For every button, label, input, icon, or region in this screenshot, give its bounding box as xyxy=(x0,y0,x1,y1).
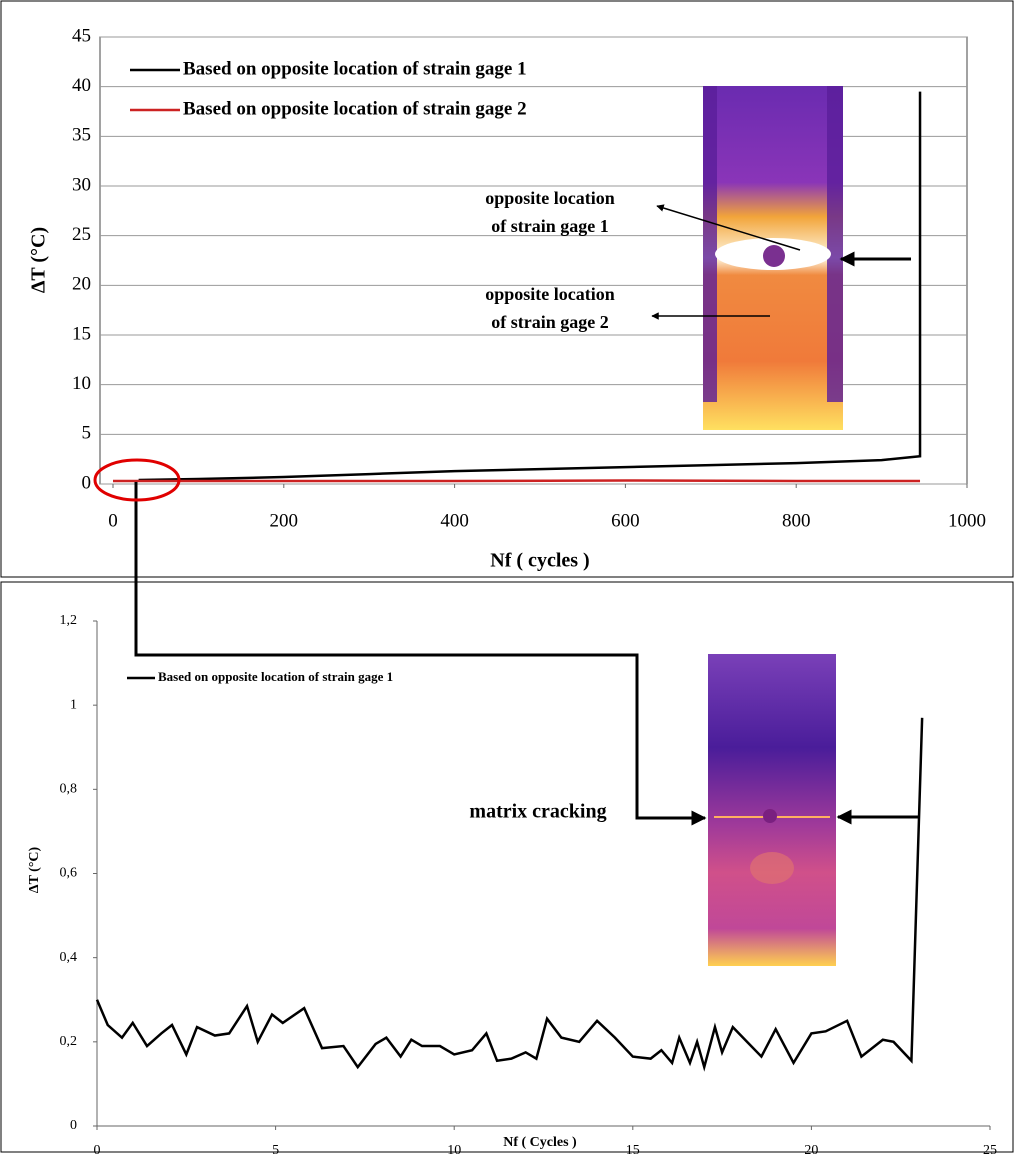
x-tick-label: 15 xyxy=(626,1143,640,1154)
hole xyxy=(763,245,785,267)
arrow xyxy=(656,204,801,251)
legend-label: Based on opposite location of strain gag… xyxy=(183,98,527,119)
highlight-ellipse xyxy=(93,458,181,502)
x-tick-label: 800 xyxy=(782,510,811,531)
y-tick-label: 0,6 xyxy=(60,866,78,881)
annotation: opposite location xyxy=(485,284,615,304)
y-axis-label: ΔT (°C) xyxy=(28,227,50,293)
y-tick-label: 30 xyxy=(72,174,91,195)
x-tick-label: 0 xyxy=(94,1143,101,1154)
y-tick-label: 1 xyxy=(70,697,77,712)
x-axis-label: Nf ( Cycles ) xyxy=(503,1135,577,1150)
legend-label: Based on opposite location of strain gag… xyxy=(158,669,393,684)
panel-frame xyxy=(0,581,1014,1153)
y-tick-label: 35 xyxy=(72,125,91,146)
y-tick-label: 25 xyxy=(72,224,91,245)
annotation: of strain gage 1 xyxy=(491,216,608,236)
y-tick-label: 0,8 xyxy=(60,782,78,797)
y-tick-label: 0,2 xyxy=(60,1034,78,1049)
panel-frame xyxy=(0,0,1014,578)
image-edge xyxy=(703,86,717,402)
annotation: opposite location xyxy=(485,188,615,208)
annotation: matrix cracking xyxy=(469,801,606,823)
legend-label: Based on opposite location of strain gag… xyxy=(183,58,527,79)
y-tick-label: 10 xyxy=(72,373,91,394)
thermal-images xyxy=(703,86,843,966)
y-tick-label: 0 xyxy=(70,1118,77,1133)
x-tick-label: 200 xyxy=(270,510,299,531)
x-tick-label: 1000 xyxy=(948,510,986,531)
series-line xyxy=(138,91,922,482)
x-tick-label: 25 xyxy=(983,1143,997,1154)
series-line xyxy=(95,717,924,1072)
x-tick-label: 10 xyxy=(447,1143,461,1154)
x-tick-label: 600 xyxy=(611,510,640,531)
annotation: of strain gage 2 xyxy=(491,312,608,332)
y-tick-label: 45 xyxy=(72,25,91,46)
annotation-lines xyxy=(93,204,920,826)
hole xyxy=(763,809,777,823)
x-axis-label: Nf ( cycles ) xyxy=(490,550,589,572)
y-axis-label: ΔT (°C) xyxy=(27,846,42,893)
y-tick-label: 0,4 xyxy=(60,950,78,965)
x-tick-label: 20 xyxy=(804,1143,818,1154)
y-tick-label: 40 xyxy=(72,75,91,96)
y-tick-label: 15 xyxy=(72,323,91,344)
y-tick-label: 1,2 xyxy=(60,613,78,628)
x-tick-label: 400 xyxy=(440,510,469,531)
connector xyxy=(134,482,707,826)
y-tick-label: 0 xyxy=(82,472,92,493)
y-tick-label: 20 xyxy=(72,274,91,295)
y-tick-label: 5 xyxy=(82,423,92,444)
image-edge xyxy=(827,86,843,402)
x-tick-label: 5 xyxy=(272,1143,279,1154)
warm-spot xyxy=(750,852,794,884)
x-tick-label: 0 xyxy=(108,510,118,531)
